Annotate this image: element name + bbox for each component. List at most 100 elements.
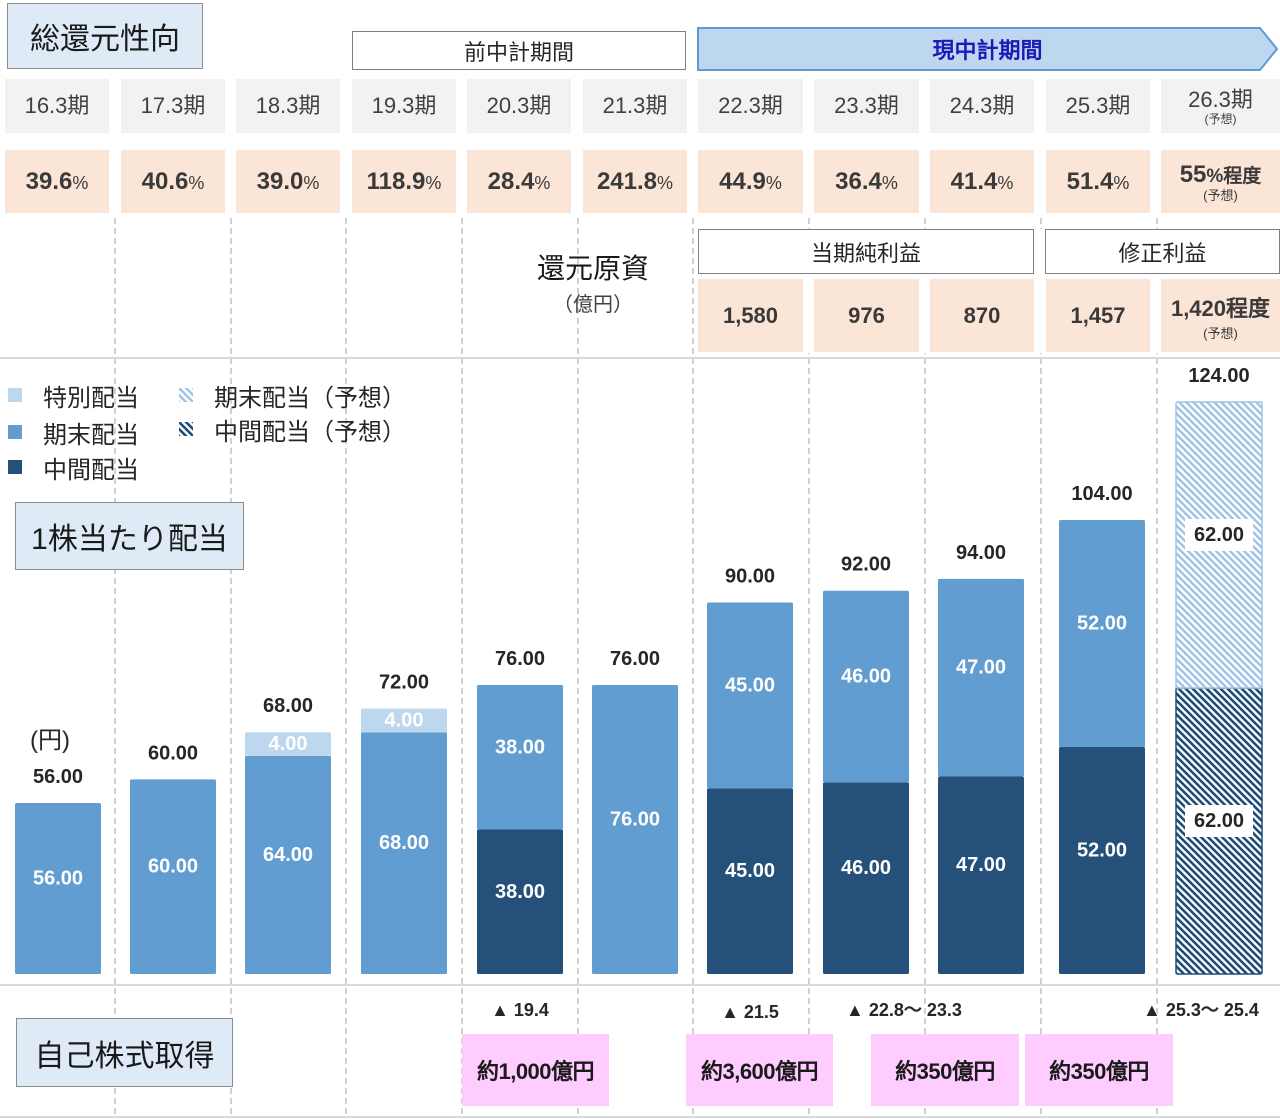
bar-total-label: 68.00 [263, 695, 313, 717]
legend-swatch-solid-icon [8, 388, 22, 402]
period-label: 16.3期 [24, 93, 90, 118]
legend-item-year-end-dividend: 期末配当 [8, 417, 139, 449]
section-divider [0, 984, 1280, 986]
segment-value-label: 56.00 [33, 867, 83, 889]
buyback-amount: 約350億円 [1025, 1034, 1173, 1106]
period-header: 21.3期 [583, 79, 687, 133]
ratio-unit: % [881, 172, 898, 193]
return-source-cell: 870 [930, 279, 1034, 352]
period-header: 25.3期 [1046, 79, 1150, 133]
bar-segment-interim [823, 782, 909, 974]
share-buyback-title: 自己株式取得 [16, 1018, 233, 1087]
period-label: 18.3期 [255, 93, 321, 118]
bar-segment-interim [707, 788, 793, 974]
bar-total-label: 104.00 [1071, 483, 1132, 505]
legend-label: 期末配当（予想） [214, 384, 406, 412]
segment-value-label: 4.00 [385, 709, 424, 731]
segment-value-label: 62.00 [1194, 810, 1244, 832]
segment-value-label: 52.00 [1077, 612, 1127, 634]
legend-item-interim-forecast: 中間配当（予想） [179, 414, 406, 446]
bar-group: 46.00 46.00 92.00 [823, 554, 909, 974]
bar-group: 38.00 38.00 76.00 [477, 648, 563, 974]
segment-value-label: 64.00 [263, 844, 313, 866]
ratio-unit: % [303, 172, 320, 193]
ratio-value: 36.4 [835, 167, 882, 195]
ratio-value: 28.4 [487, 167, 535, 195]
bar-total-label: 94.00 [956, 542, 1006, 564]
legend-item-special-dividend: 特別配当 [8, 380, 139, 412]
legend-swatch-solid-icon [8, 425, 22, 439]
return-ratio-cell: 36.4% [814, 150, 919, 213]
bar-total-label: 76.00 [610, 648, 660, 670]
bar-group: 64.00 4.00 68.00 [245, 695, 331, 974]
return-source-cell: 1,420 程度 (予想) [1161, 279, 1280, 352]
ratio-unit: % [188, 172, 205, 193]
bar-segment-year-end [15, 802, 101, 974]
period-header: 26.3期 (予想) [1161, 79, 1280, 133]
bar-segment-special [245, 732, 331, 756]
legend-label: 中間配当（予想） [214, 418, 406, 446]
bar-total-label: 60.00 [148, 742, 198, 764]
bar-segment-year-end [477, 685, 563, 830]
period-label: 21.3期 [602, 93, 668, 118]
segment-value-label: 46.00 [841, 666, 891, 688]
return-source-value: 976 [848, 302, 885, 328]
period-header: 20.3期 [467, 79, 571, 133]
segment-label-background [1185, 805, 1253, 837]
period-header: 16.3期 [5, 79, 109, 133]
segment-label-background [1185, 519, 1253, 551]
period-label: 25.3期 [1065, 93, 1131, 118]
segment-value-label: 4.00 [269, 733, 308, 755]
net-income-label: 当期純利益 [698, 229, 1034, 274]
forecast-note: (予想) [1203, 187, 1238, 203]
period-header: 22.3期 [698, 79, 803, 133]
period-label: 22.3期 [718, 93, 783, 118]
bar-total-label: 76.00 [495, 648, 545, 670]
return-ratio-cell: 39.0% [236, 150, 340, 213]
ratio-value: 39.0 [256, 167, 304, 195]
buyback-amount: 約3,600億円 [686, 1034, 833, 1106]
forecast-note: (予想) [1204, 111, 1237, 126]
bar-segment-year-end [823, 590, 909, 783]
adjusted-income-label: 修正利益 [1045, 229, 1280, 274]
segment-value-label: 38.00 [495, 736, 545, 758]
total-return-ratio-title: 総還元性向 [7, 3, 203, 69]
ratio-unit: % [425, 172, 442, 193]
bar-total-label: 90.00 [725, 565, 775, 587]
bar-total-label: 56.00 [33, 766, 83, 788]
bar-segment-interim [1059, 746, 1145, 974]
segment-value-label: 47.00 [956, 854, 1006, 876]
period-label: 23.3期 [834, 93, 899, 118]
return-ratio-cell: 40.6% [121, 150, 225, 213]
bar-group: 45.00 45.00 90.00 [707, 565, 793, 974]
period-label: 17.3期 [140, 93, 206, 118]
period-label: 24.3期 [949, 93, 1015, 118]
segment-value-label: 47.00 [956, 657, 1006, 679]
ratio-unit: % [765, 172, 782, 193]
period-header: 19.3期 [352, 79, 456, 133]
segment-value-label: 38.00 [495, 881, 545, 903]
legend-label: 期末配当 [43, 421, 139, 449]
segment-value-label: 52.00 [1077, 839, 1127, 861]
ratio-value: 55 [1179, 160, 1207, 188]
segment-value-label: 62.00 [1194, 524, 1244, 546]
return-ratio-cell: 28.4% [467, 150, 571, 213]
ratio-unit: % [997, 172, 1014, 193]
bar-segment-year-end [1059, 519, 1145, 747]
bar-group: 52.00 52.00 104.00 [1059, 483, 1145, 974]
bar-segment-year-end [707, 602, 793, 789]
segment-value-label: 60.00 [148, 856, 198, 878]
bar-group: 47.00 47.00 94.00 [938, 542, 1024, 974]
legend-label: 特別配当 [43, 384, 139, 412]
ratio-unit: % [534, 172, 551, 193]
bar-segment-interim [477, 829, 563, 974]
segment-value-label: 46.00 [841, 857, 891, 879]
ratio-unit: % [657, 172, 674, 193]
bar-total-label: 124.00 [1188, 365, 1249, 387]
return-source-cell: 976 [814, 279, 919, 352]
legend-swatch-hatched-icon [179, 422, 193, 436]
bar-segment-year-end [361, 732, 447, 974]
period-header: 24.3期 [930, 79, 1034, 133]
ratio-value: 51.4 [1066, 167, 1114, 195]
